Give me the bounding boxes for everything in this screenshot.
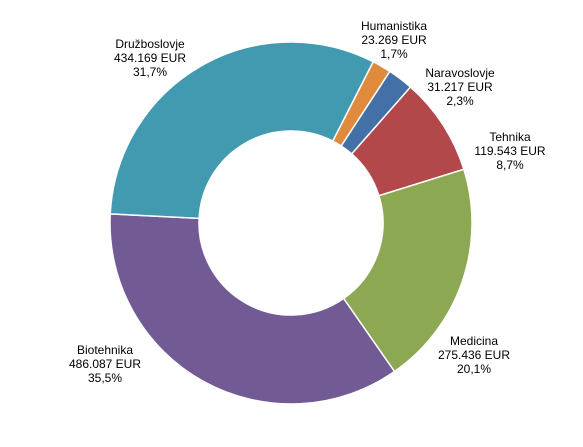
data-label-družboslovje: Družboslovje 434.169 EUR 31,7% bbox=[114, 37, 186, 79]
data-label-humanistika: Humanistika 23.269 EUR 1,7% bbox=[361, 19, 427, 61]
chart-slices bbox=[109, 41, 473, 405]
chart-labels: Humanistika 23.269 EUR 1,7% Naravoslovje 31.… bbox=[69, 19, 546, 385]
label-percent: 2,3% bbox=[446, 94, 474, 108]
label-value: 23.269 EUR bbox=[361, 33, 427, 47]
label-value: 486.087 EUR bbox=[69, 357, 141, 371]
label-percent: 1,7% bbox=[380, 47, 408, 61]
label-name: Tehnika bbox=[489, 130, 531, 144]
label-value: 119.543 EUR bbox=[474, 144, 545, 158]
label-value: 31.217 EUR bbox=[427, 80, 493, 94]
data-label-biotehnika: Biotehnika 486.087 EUR 35,5% bbox=[69, 343, 141, 385]
data-label-tehnika: Tehnika 119.543 EUR 8,7% bbox=[474, 130, 545, 172]
data-label-medicina: Medicina 275.436 EUR 20,1% bbox=[438, 334, 510, 376]
label-percent: 8,7% bbox=[496, 158, 524, 172]
slice-medicina bbox=[342, 168, 473, 373]
data-label-naravoslovje: Naravoslovje 31.217 EUR 2,3% bbox=[425, 66, 495, 108]
label-name: Biotehnika bbox=[77, 343, 133, 357]
label-name: Humanistika bbox=[361, 19, 427, 33]
slice-biotehnika bbox=[109, 213, 396, 405]
label-name: Družboslovje bbox=[115, 37, 185, 51]
slice-družboslovje bbox=[109, 41, 375, 220]
label-percent: 20,1% bbox=[457, 362, 491, 376]
label-name: Medicina bbox=[450, 334, 498, 348]
label-value: 434.169 EUR bbox=[114, 51, 186, 65]
label-value: 275.436 EUR bbox=[438, 348, 510, 362]
label-percent: 31,7% bbox=[133, 65, 167, 79]
label-name: Naravoslovje bbox=[425, 66, 495, 80]
label-percent: 35,5% bbox=[88, 371, 122, 385]
